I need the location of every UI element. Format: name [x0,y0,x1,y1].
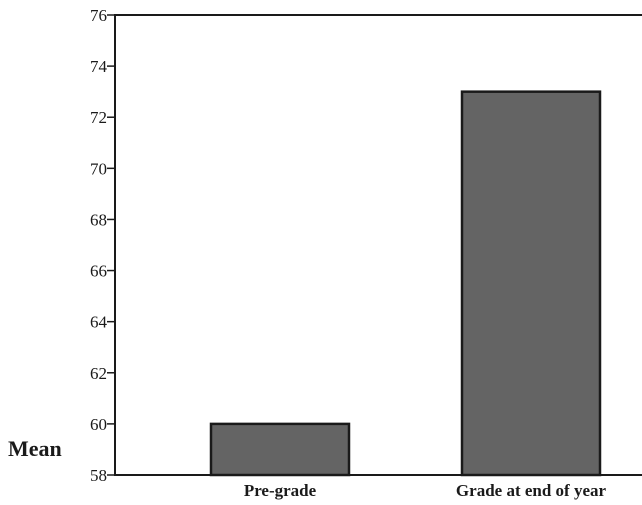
y-tick-label: 76 [90,6,107,25]
x-category-label: Grade at end of year [456,481,607,500]
bars [209,90,602,477]
y-tick-label: 60 [90,415,107,434]
y-axis-ticks: 76 74 72 70 68 66 64 62 60 58 [90,6,115,485]
plot-area-frame [114,14,642,476]
y-axis-title: Mean [8,436,62,461]
bar [209,422,351,477]
bar [460,90,602,477]
y-tick-label: 66 [90,262,107,281]
x-category-label: Pre-grade [244,481,317,500]
y-tick-label: 68 [90,210,107,229]
x-axis-categories: Pre-grade Grade at end of year [244,481,607,500]
y-tick-label: 58 [90,466,107,485]
y-tick-label: 72 [90,108,107,127]
y-tick-label: 70 [90,159,107,178]
y-tick-label: 64 [90,313,108,332]
y-tick-label: 74 [90,57,108,76]
y-tick-label: 62 [90,364,107,383]
